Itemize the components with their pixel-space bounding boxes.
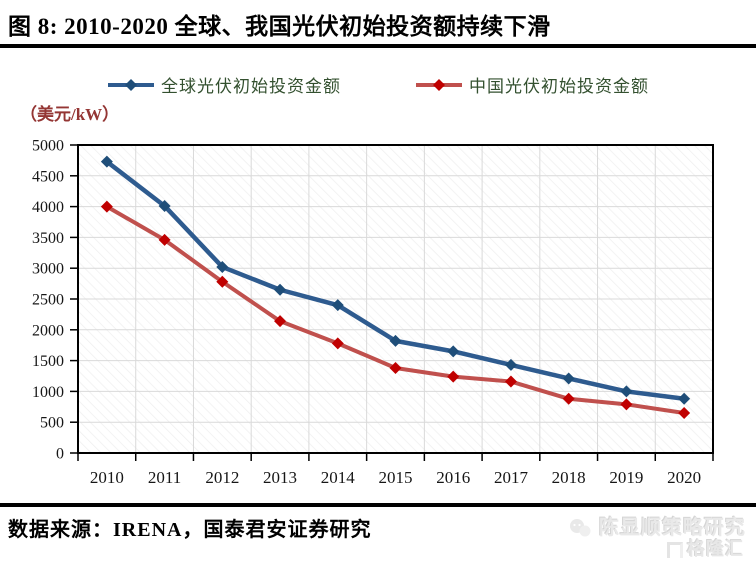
- data-point-global-2017: [504, 358, 517, 371]
- data-series: [100, 155, 691, 419]
- data-point-global-2020: [678, 392, 691, 405]
- y-axis-unit-label: （美元/kW）: [20, 104, 119, 124]
- figure-title: 图 8: 2010-2020 全球、我国光伏初始投资额持续下滑: [8, 14, 551, 39]
- x-tick-label: 2017: [494, 468, 529, 487]
- x-tick-label: 2018: [552, 468, 586, 487]
- gelonghui-logo-icon: [667, 541, 683, 558]
- data-point-china-2012: [216, 275, 229, 288]
- y-tick-label: 2500: [32, 292, 64, 309]
- wechat-icon: [570, 519, 591, 537]
- data-point-global-2014: [331, 299, 344, 312]
- data-point-china-2018: [562, 392, 575, 405]
- y-tick-label: 3500: [32, 230, 64, 247]
- data-source-text: 数据来源：IRENA，国泰君安证券研究: [8, 519, 372, 541]
- chart-legend: 全球光伏初始投资金额 中国光伏初始投资金额: [0, 72, 756, 97]
- y-tick-label: 1500: [32, 353, 64, 370]
- watermark-row2: 格隆汇: [567, 539, 744, 560]
- y-tick-label: 5000: [32, 138, 64, 155]
- x-tick-label: 2013: [263, 468, 297, 487]
- x-tick-label: 2011: [148, 468, 181, 487]
- chart-area: （美元/kW） 0 500 1000 1500 2000 2500 3000 3500 4000…: [0, 95, 756, 505]
- y-tick-label: 500: [40, 415, 64, 432]
- watermark-brand-name: 格隆汇: [687, 539, 744, 559]
- data-point-global-2010: [100, 155, 113, 168]
- x-tick-label: 2015: [379, 468, 413, 487]
- data-point-china-2011: [158, 233, 171, 246]
- data-point-global-2013: [274, 283, 287, 296]
- y-axis-tick-labels: 0 500 1000 1500 2000 2500 3000 3500 4000 4500 5000: [32, 138, 64, 463]
- data-point-china-2010: [100, 200, 113, 213]
- legend-item-global: 全球光伏初始投资金额: [107, 72, 341, 97]
- data-point-global-2012: [216, 260, 229, 273]
- x-axis-tick-labels: 2010 2011 2012 2013 2014 2015 2016 2017 2018 2019…: [90, 468, 701, 487]
- y-tick-label: 3000: [32, 261, 64, 278]
- legend-marker-global-icon: [108, 78, 154, 91]
- y-tick-label: 2000: [32, 322, 64, 339]
- x-tick-label: 2012: [205, 468, 239, 487]
- data-point-global-2018: [562, 372, 575, 385]
- legend-label-global: 全球光伏初始投资金额: [161, 77, 341, 96]
- data-point-china-2019: [620, 398, 633, 411]
- line-chart-svg: （美元/kW） 0 500 1000 1500 2000 2500 3000 3500 4000…: [20, 104, 714, 487]
- legend-item-china: 中国光伏初始投资金额: [415, 72, 649, 97]
- watermark: 陈显顺策略研究 格隆汇: [567, 517, 746, 560]
- watermark-row1: 陈显顺策略研究: [567, 517, 746, 539]
- data-point-china-2020: [678, 406, 691, 419]
- data-point-china-2016: [447, 370, 460, 383]
- x-tick-label: 2016: [436, 468, 470, 487]
- x-tick-label: 2020: [667, 468, 701, 487]
- data-point-global-2016: [447, 345, 460, 358]
- y-tick-label: 0: [56, 446, 64, 463]
- title-divider-rule: [0, 44, 756, 48]
- y-tick-label: 4000: [32, 199, 64, 216]
- x-tick-label: 2019: [609, 468, 643, 487]
- data-point-global-2011: [158, 199, 171, 212]
- footer-divider-rule: [0, 503, 756, 507]
- data-point-global-2015: [389, 334, 402, 347]
- data-point-china-2013: [274, 315, 287, 328]
- watermark-account-name: 陈显顺策略研究: [599, 517, 746, 539]
- x-tick-label: 2010: [90, 468, 124, 487]
- axis-ticks: [70, 144, 714, 461]
- data-point-china-2017: [504, 375, 517, 388]
- legend-marker-china-icon: [416, 78, 462, 91]
- data-point-china-2014: [331, 337, 344, 350]
- data-point-global-2019: [620, 385, 633, 398]
- legend-label-china: 中国光伏初始投资金额: [469, 77, 649, 96]
- data-point-china-2015: [389, 361, 402, 374]
- series-china: [100, 200, 691, 419]
- y-tick-label: 1000: [32, 384, 64, 401]
- y-tick-label: 4500: [32, 168, 64, 185]
- series-global: [100, 155, 691, 405]
- x-tick-label: 2014: [321, 468, 356, 487]
- plot-border: [77, 144, 714, 454]
